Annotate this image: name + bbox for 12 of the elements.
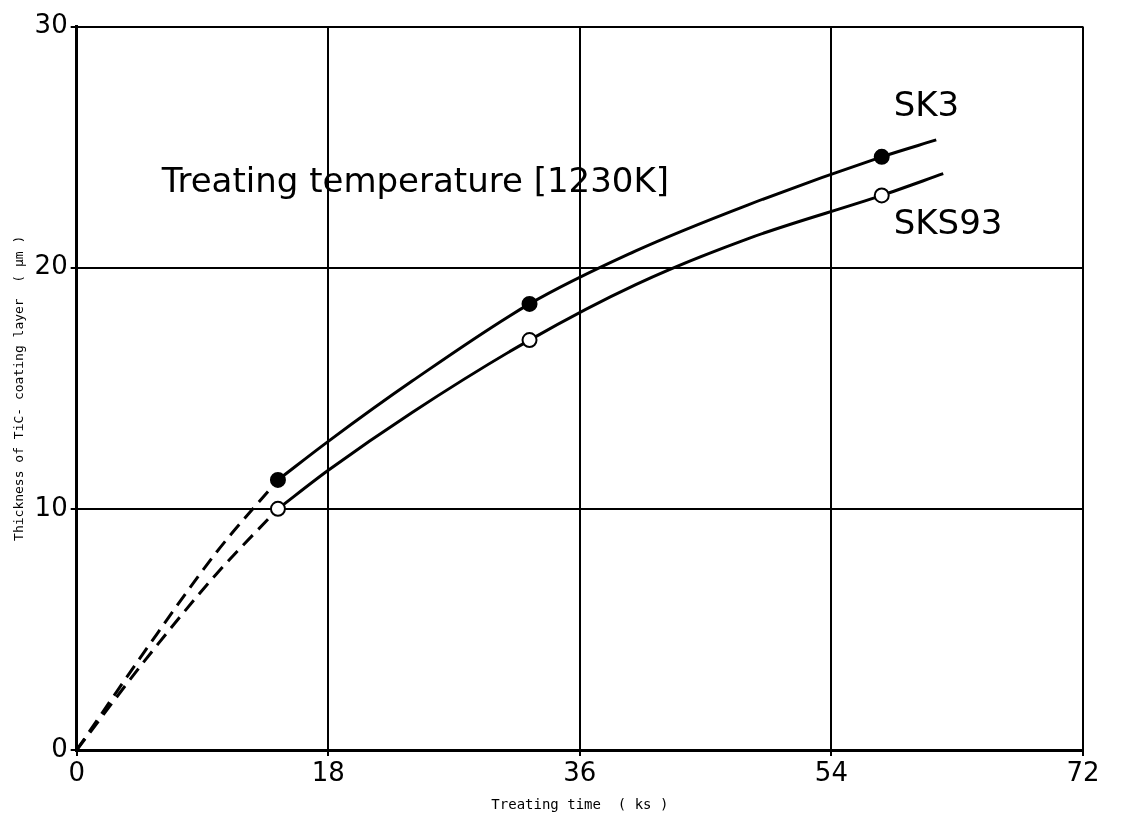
y-tick-label: 30 <box>34 9 68 40</box>
y-tick-label: 10 <box>34 491 68 522</box>
x-tick-label: 36 <box>563 757 597 788</box>
x-tick-label: 18 <box>311 757 345 788</box>
y-axis-title: Thickness of TiC- coating layer ( μm ) <box>11 235 27 541</box>
y-tick-label: 20 <box>34 250 68 281</box>
series-label: SK3 <box>893 83 960 124</box>
series-label: SKS93 <box>893 202 1003 243</box>
y-tick-label: 0 <box>51 732 68 763</box>
x-tick-label: 72 <box>1066 757 1100 788</box>
x-axis-title: Treating time ( ks ) <box>491 796 669 813</box>
x-tick-label: 54 <box>814 757 848 788</box>
